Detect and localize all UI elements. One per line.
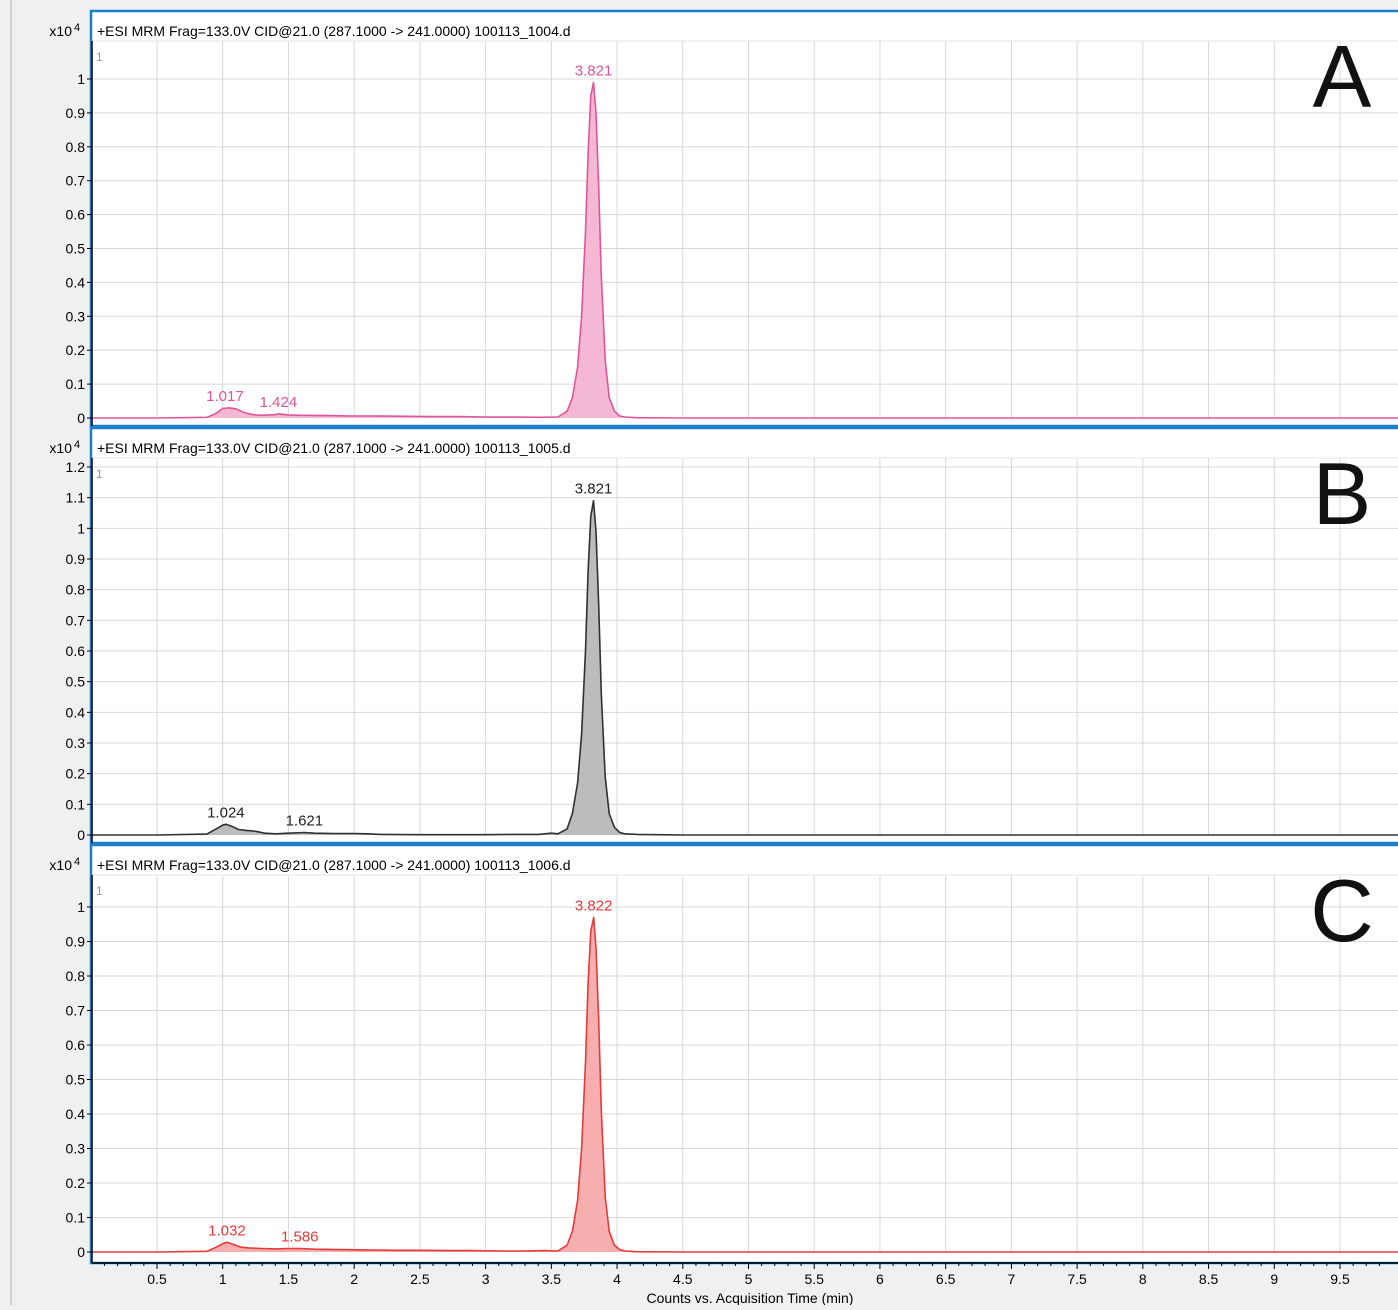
y-tick-label: 0.2 <box>66 342 86 358</box>
y-tick-label: 0.9 <box>66 551 86 567</box>
y-tick-label: 0.8 <box>66 582 86 598</box>
y-tick-label: 0 <box>77 410 85 426</box>
y-tick-label: 0 <box>77 1244 85 1260</box>
panel-title: +ESI MRM Frag=133.0V CID@21.0 (287.1000 … <box>97 857 571 873</box>
y-tick-label: 0.6 <box>66 1037 86 1053</box>
panel-title: +ESI MRM Frag=133.0V CID@21.0 (287.1000 … <box>97 440 571 456</box>
y-multiplier: x10 <box>49 440 72 456</box>
x-tick-label: 9 <box>1270 1271 1278 1287</box>
y-exponent: 4 <box>74 22 80 34</box>
y-tick-label: 0 <box>77 827 85 843</box>
y-tick-label: 0.9 <box>66 105 86 121</box>
y-tick-label: 0.9 <box>66 934 86 950</box>
y-tick-label: 0.2 <box>66 1175 86 1191</box>
x-tick-label: 9.5 <box>1330 1271 1350 1287</box>
peak-label: 1.424 <box>260 394 298 411</box>
peak-label: 1.621 <box>286 813 324 830</box>
series-line <box>91 499 1398 836</box>
x-tick-label: 6.5 <box>936 1271 956 1287</box>
corner-tag: 1 <box>96 50 103 64</box>
y-tick-label: 0.4 <box>66 1106 86 1122</box>
x-tick-label: 0.5 <box>147 1271 167 1287</box>
y-tick-label: 1 <box>77 71 85 87</box>
y-tick-label: 0.1 <box>66 1210 86 1226</box>
peak-label: 3.822 <box>575 897 613 914</box>
peak-label: 3.821 <box>575 481 613 498</box>
y-tick-label: 0.6 <box>66 207 86 223</box>
chart-panel-b: 0 0.1 0.2 0.3 0.4 0.5 0.6 0.7 0.8 0.9 1 1.1 1.2 x10 4 +… <box>49 426 1398 845</box>
y-tick-label: 0.4 <box>66 704 86 720</box>
x-tick-label: 1 <box>219 1271 227 1287</box>
panel-title: +ESI MRM Frag=133.0V CID@21.0 (287.1000 … <box>97 23 571 39</box>
x-tick-label: 3.5 <box>542 1271 562 1287</box>
corner-tag: 1 <box>96 467 103 481</box>
chart-panel-c: 0 0.1 0.2 0.3 0.4 0.5 0.6 0.7 0.8 0.9 1 x10 4 +ESI MR… <box>49 843 1398 1265</box>
y-tick-label: 0.4 <box>66 274 86 290</box>
y-tick-label: 0.5 <box>66 674 86 690</box>
x-tick-label: 5.5 <box>804 1271 824 1287</box>
x-tick-label: 8 <box>1139 1271 1147 1287</box>
panel-frame <box>89 426 1398 845</box>
plot-area <box>92 845 1398 1263</box>
y-tick-label: 0.6 <box>66 643 86 659</box>
x-tick-label: 4.5 <box>673 1271 693 1287</box>
y-exponent: 4 <box>74 439 80 451</box>
panel-letter: A <box>1313 27 1372 126</box>
y-tick-label: 0.8 <box>66 968 86 984</box>
panel-letter: C <box>1310 861 1374 960</box>
x-tick-label: 2.5 <box>410 1271 430 1287</box>
peak-label: 1.024 <box>207 804 245 821</box>
y-tick-label: 0.8 <box>66 139 86 155</box>
y-tick-label: 1.2 <box>66 459 86 475</box>
x-tick-label: 3 <box>482 1271 490 1287</box>
y-tick-label: 1 <box>77 899 85 915</box>
peak-label: 1.032 <box>208 1222 246 1239</box>
x-tick-label: 1.5 <box>279 1271 299 1287</box>
y-exponent: 4 <box>74 856 80 868</box>
y-tick-label: 0.3 <box>66 1141 86 1157</box>
x-axis-title: Counts vs. Acquisition Time (min) <box>647 1290 854 1305</box>
panel-letter: B <box>1313 444 1372 543</box>
y-tick-label: 0.3 <box>66 308 86 324</box>
x-tick-label: 7.5 <box>1067 1271 1087 1287</box>
plot-area <box>92 11 1398 426</box>
x-tick-label: 8.5 <box>1199 1271 1219 1287</box>
peak-label: 1.017 <box>206 388 244 405</box>
series-line <box>91 916 1398 1253</box>
x-tick-label: 5 <box>745 1271 753 1287</box>
y-multiplier: x10 <box>49 857 72 873</box>
y-tick-label: 1.1 <box>66 490 86 506</box>
series-line <box>91 81 1398 419</box>
x-tick-label: 7 <box>1007 1271 1015 1287</box>
y-multiplier: x10 <box>49 23 72 39</box>
chart-panel-a: 0 0.1 0.2 0.3 0.4 0.5 0.6 0.7 0.8 0.9 1 x10 4 +ESI MR… <box>49 9 1398 428</box>
y-tick-label: 0.2 <box>66 766 86 782</box>
x-tick-label: 4 <box>613 1271 621 1287</box>
y-tick-label: 0.1 <box>66 796 86 812</box>
y-tick-label: 0.3 <box>66 735 86 751</box>
y-tick-label: 0.7 <box>66 173 86 189</box>
y-tick-label: 1 <box>77 520 85 536</box>
peak-label: 3.821 <box>575 62 613 79</box>
y-tick-label: 0.1 <box>66 376 86 392</box>
x-tick-label: 6 <box>876 1271 884 1287</box>
panel-frame <box>89 9 1398 428</box>
y-tick-label: 0.5 <box>66 1072 86 1088</box>
y-tick-label: 0.7 <box>66 1003 86 1019</box>
peak-label: 1.586 <box>281 1229 319 1246</box>
y-tick-label: 0.7 <box>66 612 86 628</box>
x-tick-label: 2 <box>350 1271 358 1287</box>
corner-tag: 1 <box>96 884 103 898</box>
y-tick-label: 0.5 <box>66 241 86 257</box>
plot-area <box>92 428 1398 843</box>
